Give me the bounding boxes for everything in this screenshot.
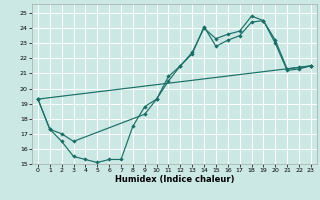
X-axis label: Humidex (Indice chaleur): Humidex (Indice chaleur) (115, 175, 234, 184)
